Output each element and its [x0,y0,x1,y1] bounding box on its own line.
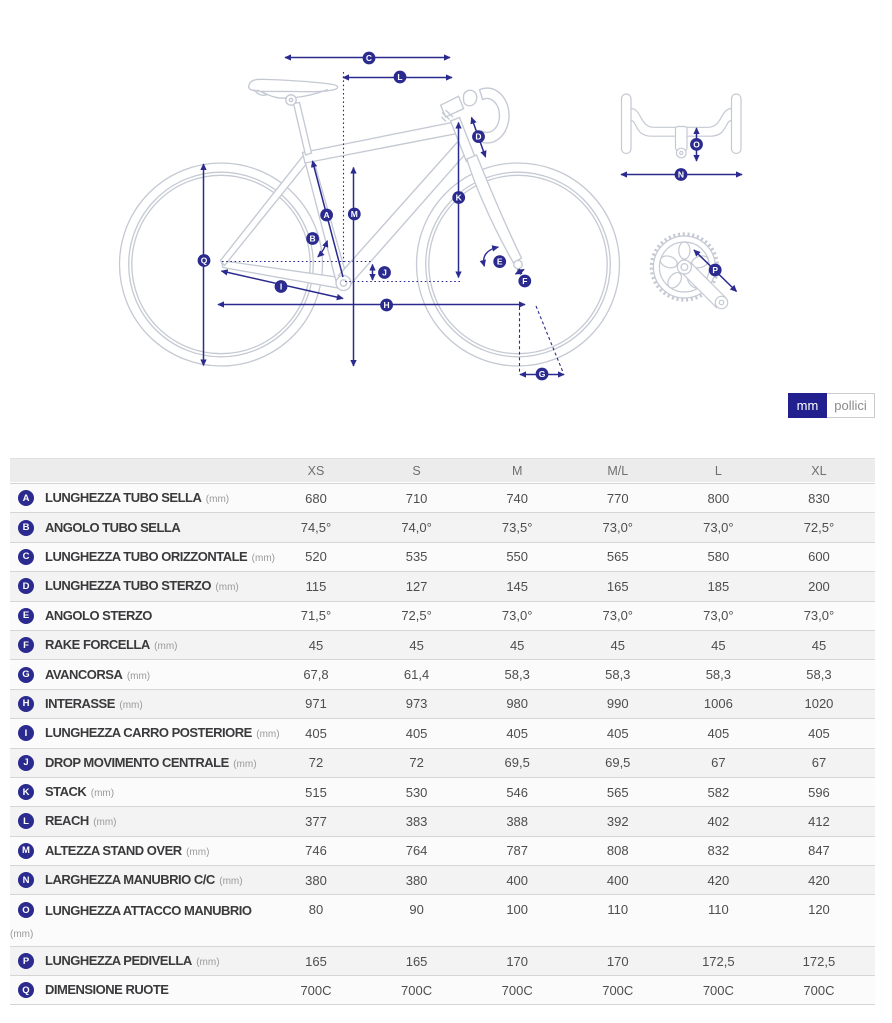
svg-text:B: B [310,234,316,244]
svg-text:J: J [382,268,387,278]
svg-text:E: E [497,257,503,267]
svg-text:N: N [678,170,684,180]
svg-text:I: I [280,282,282,292]
svg-text:O: O [693,139,700,149]
svg-text:G: G [539,369,546,379]
svg-text:K: K [456,193,463,203]
svg-text:Q: Q [201,256,208,266]
svg-text:M: M [351,209,358,219]
svg-text:F: F [522,276,527,286]
svg-text:C: C [366,53,372,63]
svg-text:P: P [712,265,718,275]
svg-text:D: D [475,132,481,142]
svg-text:H: H [384,300,390,310]
svg-text:L: L [397,72,402,82]
svg-text:A: A [324,210,330,220]
